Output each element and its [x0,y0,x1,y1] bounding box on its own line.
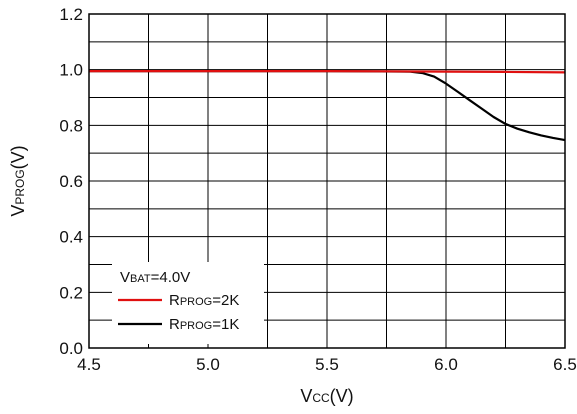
legend-entry-1-sub: PROG [180,320,212,332]
series-0-point [529,131,531,133]
series-1-point [505,71,507,73]
series-0-point [457,91,459,93]
y-axis-title-tail: (V) [8,145,28,169]
series-0-point [481,108,483,110]
y-tick-label: 0.2 [59,283,83,302]
y-axis-title-main: V [8,205,28,217]
legend-entry-1-tail: =1K [212,316,239,333]
y-axis-title: VPROG(V) [8,145,28,216]
legend-entry-0-sub: PROG [180,296,212,308]
y-tick-label: 1.2 [59,5,83,24]
legend-title-tail: =4.0V [151,269,191,286]
x-axis-title-main: V [300,386,312,406]
x-axis-title: VCC(V) [300,386,353,406]
series-0-point [445,83,447,85]
series-0-point [493,116,495,118]
series-1-point [445,71,447,73]
y-tick-label: 1.0 [59,61,83,80]
series-0-point [540,135,542,137]
y-axis-title-sub: PROG [13,169,27,204]
series-0-point [433,76,435,78]
x-tick-label: 5.0 [196,355,220,374]
series-0-point [517,128,519,130]
y-tick-label: 0.4 [59,228,83,247]
series-0-point [469,99,471,101]
series-0-point [505,123,507,125]
x-axis-title-tail: (V) [330,386,354,406]
series-0-point [552,137,554,139]
y-tick-label: 0.0 [59,339,83,358]
legend-entry-1-main: R [169,316,180,333]
x-tick-label: 5.5 [315,355,339,374]
legend-entry-0-tail: =2K [212,292,239,309]
x-tick-label: 6.5 [553,355,577,374]
legend-entry-0-main: R [169,292,180,309]
x-tick-label: 6.0 [434,355,458,374]
y-tick-label: 0.8 [59,116,83,135]
series-1-point [326,70,328,72]
series-1-point [207,70,209,72]
legend-title-sub: BAT [130,273,151,285]
legend-title-main: V [120,269,130,286]
y-tick-label: 0.6 [59,172,83,191]
legend: VBAT=4.0V RPROG=2K RPROG=1K [112,262,264,344]
x-axis-title-sub: CC [312,391,330,405]
